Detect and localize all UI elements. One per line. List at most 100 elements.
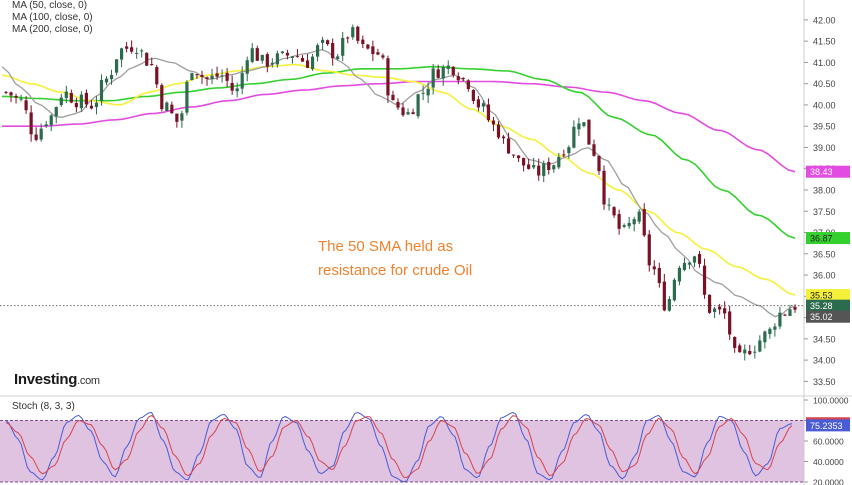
candle-body [94,102,99,108]
candle-body [577,123,581,130]
candle [451,65,455,78]
candle [155,64,159,89]
candle [712,307,717,319]
candles [4,24,797,361]
candle [426,82,430,103]
candle [24,96,28,114]
candle [285,49,290,60]
candle [89,100,94,110]
candle [109,69,114,85]
candle [391,90,395,101]
candle [587,119,591,145]
candle-body [275,53,279,65]
candle-body [471,89,475,101]
price-label-text: 75.2353 [810,421,843,431]
candle [396,98,400,110]
candle-body [622,225,626,227]
stoch-axis-label: 75.2353 [806,419,850,432]
candle-body [74,102,78,108]
candle-body [677,267,682,282]
candle [190,72,194,81]
candle [326,39,330,46]
candle-body [627,222,631,227]
candle-body [451,66,455,75]
candle [491,116,496,132]
candle [215,66,219,80]
candle-body [501,136,506,139]
price-tick-label: 37.50 [813,207,836,217]
candle [522,157,526,172]
price-tick-label: 34.00 [813,356,836,366]
candle-body [356,26,360,41]
candle-body [170,104,174,114]
candle-body [165,102,169,112]
candle-body [682,262,687,270]
candle [321,36,325,51]
candle [662,274,666,312]
legend-ma200[interactable]: MA (200, close, 0) [12,24,93,35]
candle [567,145,571,159]
candle [431,64,435,95]
candle [692,255,697,268]
candle [552,164,556,173]
candle [235,82,239,98]
candle-body [567,147,571,154]
legend-ma50[interactable]: MA (50, close, 0) [12,0,88,11]
candle [371,40,375,62]
candle [501,134,506,144]
candle-body [195,74,199,76]
price-tick-label: 40.00 [813,100,836,110]
stoch-band [0,420,804,483]
legend-stoch[interactable]: Stoch (8, 3, 3) [12,401,75,412]
candle-body [506,138,511,154]
candle-body [185,81,189,113]
candle-body [441,66,445,79]
candle-body [300,58,305,62]
candle-body [371,46,375,55]
candle [376,48,380,56]
legend-ma100[interactable]: MA (100, close, 0) [12,12,93,23]
price-label-box [806,232,850,245]
candle-body [406,112,410,115]
candle-body [225,72,229,81]
candle [461,77,465,82]
candle-body [49,115,53,126]
candle-body [602,170,606,205]
candle-body [9,92,13,96]
candle-body [652,266,656,270]
candle-body [24,100,28,111]
candle-body [466,80,470,90]
stoch-tick-label: 40.0000 [813,457,844,467]
candle [9,91,13,103]
ma-line [2,80,796,173]
candle [29,105,33,142]
price-tick-label: 39.00 [813,143,836,153]
candle-body [522,157,526,166]
candle [59,93,63,107]
candle [49,114,53,132]
candle [260,54,264,64]
candle [471,89,475,105]
candle-body [391,94,395,101]
candle [557,152,561,170]
price-axis-label: 35.28 [806,299,850,312]
price-label-text: 35.02 [810,312,833,322]
candle [406,108,410,116]
price-label-text: 35.53 [810,291,833,301]
candle [572,120,576,149]
candle [280,50,285,55]
price-axis-label: 38.43 [806,165,850,178]
candle-body [14,95,18,98]
candle-body [114,59,119,73]
candle-body [647,234,651,266]
candle [577,117,581,136]
price-tick-label: 33.50 [813,377,836,387]
candle-body [250,48,254,62]
candle-body [607,204,611,206]
candle [265,52,269,73]
candle-body [150,64,154,66]
candle [245,56,249,82]
candle-body [707,294,712,313]
